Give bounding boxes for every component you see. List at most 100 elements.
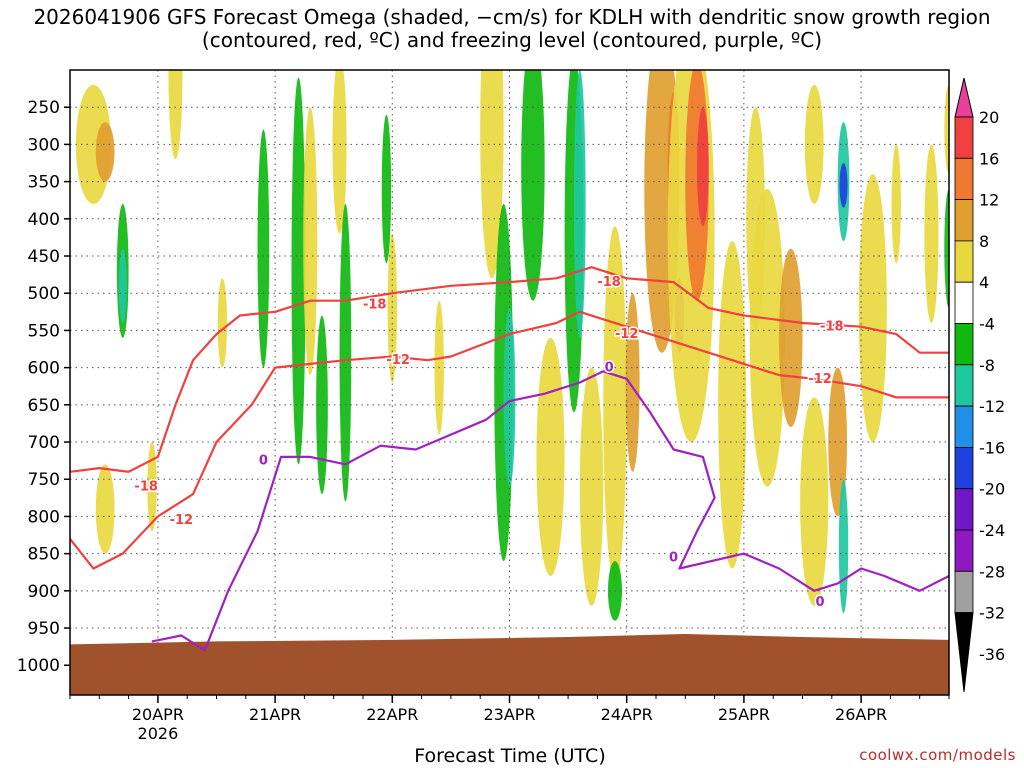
contour-label: -12 [386, 353, 410, 368]
colorbar-label: -24 [979, 521, 1005, 540]
colorbar-swatch [954, 488, 974, 531]
y-tick-label: 1000 [17, 656, 60, 676]
omega-cell [579, 367, 604, 606]
y-tick-label: 500 [28, 284, 60, 304]
omega-cell [257, 129, 270, 368]
contour-label: -12 [170, 513, 194, 528]
omega-cell [804, 84, 824, 204]
omega-cell [118, 248, 127, 323]
colorbar-swatch [954, 323, 974, 366]
omega-cell [95, 464, 115, 554]
omega-cell [95, 122, 115, 182]
omega-cell [718, 241, 747, 569]
colorbar-label: -4 [979, 315, 995, 334]
colorbar-label: 8 [979, 232, 989, 251]
omega-cell [381, 114, 392, 264]
ground [70, 634, 949, 695]
colorbar-label: -28 [979, 562, 1005, 581]
y-tick-label: 300 [28, 135, 60, 155]
omega-cell [625, 293, 640, 472]
x-tick-label: 20APR [132, 705, 184, 724]
omega-cell [749, 189, 785, 487]
contour-label: 0 [259, 454, 268, 469]
omega-cell [168, 70, 183, 160]
omega-cell [332, 70, 347, 234]
omega-cell [828, 367, 848, 517]
x-tick-label: 26APR [835, 705, 887, 724]
colorbar-swatch [954, 281, 974, 324]
y-tick-label: 550 [28, 321, 60, 341]
grid [70, 70, 949, 695]
omega-cell [339, 203, 352, 502]
contour-label: -12 [808, 372, 832, 387]
colorbar-label: -12 [979, 397, 1005, 416]
omega-cell [387, 233, 397, 383]
omega-cell [697, 107, 709, 227]
contour-lines: -18 -18 -18 -18 -12 -12 -12 -12 0 0 0 0 [70, 266, 949, 652]
colorbar-swatch [954, 240, 974, 283]
x-tick-label: 25APR [718, 705, 770, 724]
y-tick-label: 600 [28, 359, 60, 379]
omega-shading [75, 70, 949, 621]
contour-0 [151, 370, 949, 652]
contour-label: -18 [363, 297, 387, 312]
omega-cell [316, 315, 328, 495]
colorbar-label: -20 [979, 480, 1005, 499]
y-tick-label: 700 [28, 433, 60, 453]
x-tick-label: 22APR [366, 705, 418, 724]
omega-cell [303, 107, 318, 376]
y-tick-label: 350 [28, 173, 60, 193]
contour-label: -18 [597, 275, 621, 290]
y-tick-label: 650 [28, 396, 60, 416]
x-tick-label: 21APR [249, 705, 301, 724]
omega-cell [924, 144, 939, 323]
y-tick-label: 400 [28, 210, 60, 230]
x-tick-label: 23APR [483, 705, 535, 724]
colorbar-label: 4 [979, 273, 989, 292]
colorbar-swatch [954, 529, 974, 572]
colorbar-swatch [954, 570, 974, 613]
y-tick-label: 800 [28, 507, 60, 527]
omega-cell [480, 70, 504, 279]
omega-cell [839, 163, 848, 208]
colorbar-swatch [954, 199, 974, 242]
omega-cell [858, 174, 887, 443]
colorbar-swatch [954, 157, 974, 201]
omega-cell [503, 308, 516, 487]
omega-cell [217, 278, 228, 368]
omega-cell [536, 337, 565, 576]
chart-title: 2026041906 GFS Forecast Omega (shaded, −… [33, 5, 991, 52]
colorbar-swatch [954, 446, 974, 490]
x-tick-label: 24APR [601, 705, 653, 724]
y-tick-label: 900 [28, 582, 60, 602]
contour-label: 0 [816, 595, 825, 610]
contour-label: -12 [615, 327, 639, 342]
colorbar-bottom-arrow [954, 612, 974, 693]
colorbar-label: -16 [979, 438, 1005, 457]
omega-cell [147, 442, 157, 532]
colorbar-label: 20 [979, 108, 999, 127]
contour--12 [70, 310, 949, 570]
omega-cell [800, 397, 829, 606]
colorbar-label: -36 [979, 645, 1005, 664]
contour-label: -18 [134, 480, 158, 495]
colorbar-top-arrow [954, 77, 974, 118]
terrain-fill [70, 634, 949, 695]
contour--18 [70, 266, 949, 473]
x-tick-sublabel: 2026 [138, 724, 179, 743]
y-tick-label: 250 [28, 98, 60, 118]
omega-cell [838, 479, 849, 614]
y-tick-label: 750 [28, 470, 60, 490]
colorbar: 20 16 12 8 4 -4 -8 -12 -16 -20 -24 -28 -32 -36 [954, 77, 1005, 693]
y-tick-label: 850 [28, 545, 60, 565]
y-axis: 250 300 350 400 450 500 550 600 650 700 750 800 850 9… [17, 98, 70, 676]
colorbar-label: 12 [979, 191, 999, 210]
contour-label: -18 [820, 320, 844, 335]
contour-label: 0 [605, 361, 614, 376]
colorbar-label: -8 [979, 356, 995, 375]
y-tick-label: 950 [28, 619, 60, 639]
omega-cell [891, 144, 901, 264]
credit-text: coolwx.com/models [859, 746, 1016, 764]
